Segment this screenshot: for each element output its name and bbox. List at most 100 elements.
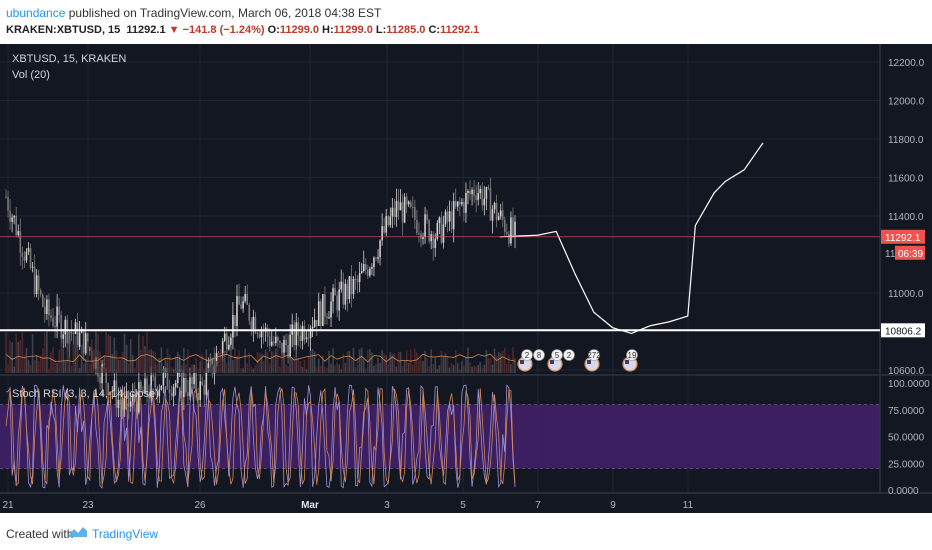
candle-body xyxy=(411,206,414,208)
volume-bar xyxy=(501,350,504,373)
volume-bar xyxy=(479,362,482,373)
candle-body xyxy=(317,301,320,327)
volume-bar xyxy=(234,348,236,373)
candle-body xyxy=(199,381,201,400)
svg-text:11: 11 xyxy=(885,249,896,260)
candle-body xyxy=(346,283,349,300)
volume-bar xyxy=(191,364,193,373)
volume-bar xyxy=(103,364,105,373)
tradingview-link[interactable]: TradingView xyxy=(92,527,159,541)
candle-body xyxy=(499,210,502,217)
candle-body xyxy=(254,316,257,334)
volume-bar xyxy=(146,331,148,373)
volume-bar xyxy=(330,363,332,373)
volume-bar xyxy=(471,366,473,373)
candle-body xyxy=(160,385,163,390)
candle-body xyxy=(469,190,471,195)
candle-body xyxy=(279,341,281,343)
candle-body xyxy=(305,337,308,340)
volume-bar xyxy=(262,361,265,373)
candle-body xyxy=(142,390,144,394)
candle-body xyxy=(330,301,332,318)
volume-bar xyxy=(436,368,439,373)
candle-body xyxy=(46,299,48,315)
volume-bar xyxy=(64,361,67,373)
volume-bar xyxy=(189,367,191,373)
volume-bar xyxy=(86,341,89,373)
candle-body xyxy=(420,233,422,239)
price-tick-label: 10600.0 xyxy=(888,366,925,377)
candle-body xyxy=(64,319,67,335)
candle-body xyxy=(452,201,455,230)
volume-bar xyxy=(332,348,334,373)
volume-bar xyxy=(281,352,283,373)
candle-body xyxy=(48,299,50,316)
x-tick-label: 5 xyxy=(460,500,466,511)
candle-body xyxy=(313,319,316,327)
chart-area[interactable]: 2 8 5 2 272 19 12200.0 12000.0 11800.0 11600.0 11… xyxy=(0,44,932,513)
volume-bar xyxy=(320,365,322,373)
candle-body xyxy=(89,347,91,351)
volume-bar xyxy=(454,350,457,373)
volume-bar xyxy=(311,349,314,373)
candle-body xyxy=(156,387,159,397)
author-link[interactable]: ubundance xyxy=(6,6,66,20)
candle-body xyxy=(416,220,418,234)
candle-body xyxy=(344,283,347,305)
low-label: L: xyxy=(375,24,387,36)
volume-bar xyxy=(131,355,134,373)
candle-body xyxy=(328,317,330,319)
candle-body xyxy=(297,322,300,336)
volume-bar xyxy=(287,365,289,373)
open-value: 11299.0 xyxy=(279,24,319,36)
volume-bar xyxy=(510,364,512,373)
candle-body xyxy=(70,331,73,333)
candle-body xyxy=(232,315,234,338)
candle-body xyxy=(358,273,361,283)
volume-bar xyxy=(252,368,255,373)
rsi-tick-label: 100.0000 xyxy=(888,379,930,390)
candle-body xyxy=(342,281,345,305)
chart-svg[interactable]: 2 8 5 2 272 19 12200.012000.011800.011600.011… xyxy=(0,44,932,513)
event-markers[interactable]: 2 8 5 2 272 19 xyxy=(517,349,638,372)
volume-bar xyxy=(358,349,361,373)
candle-body xyxy=(11,217,13,222)
candle-body xyxy=(131,393,134,402)
tradingview-logo-icon[interactable] xyxy=(68,525,88,539)
candle-body xyxy=(240,304,242,309)
volume-bar xyxy=(217,353,220,373)
candle-body xyxy=(23,256,26,261)
candle-body xyxy=(158,389,161,397)
candle-body xyxy=(442,224,445,243)
volume-bar xyxy=(144,346,146,373)
projection-line[interactable] xyxy=(499,142,764,335)
candle-body xyxy=(287,344,289,358)
candle-body xyxy=(207,363,210,372)
candle-body xyxy=(332,288,334,302)
volume-bar xyxy=(123,333,126,373)
volume-bar xyxy=(31,334,34,373)
event-count-badge xyxy=(563,349,575,361)
candle-body xyxy=(434,238,437,248)
candle-body xyxy=(7,197,9,211)
candle-body xyxy=(215,353,218,366)
candle-body xyxy=(373,257,375,268)
volume-bar xyxy=(348,351,351,373)
axes: 12200.0 12000.0 11800.0 11600.0 11400.0 11000… xyxy=(2,58,930,511)
price-tick-label: 12000.0 xyxy=(888,97,925,108)
volume-bar xyxy=(285,364,287,373)
candle-body xyxy=(432,234,435,248)
volume-bar xyxy=(54,359,56,373)
candle-body xyxy=(471,189,473,195)
volume-bar xyxy=(50,352,52,373)
volume-bar xyxy=(156,363,159,373)
candle-body xyxy=(493,202,496,210)
candle-body xyxy=(272,341,275,344)
volume-bar xyxy=(29,364,32,373)
volume-bar xyxy=(272,352,275,373)
volume-bar xyxy=(37,361,40,373)
volume-bar xyxy=(299,360,302,373)
volume-bar xyxy=(393,352,396,373)
